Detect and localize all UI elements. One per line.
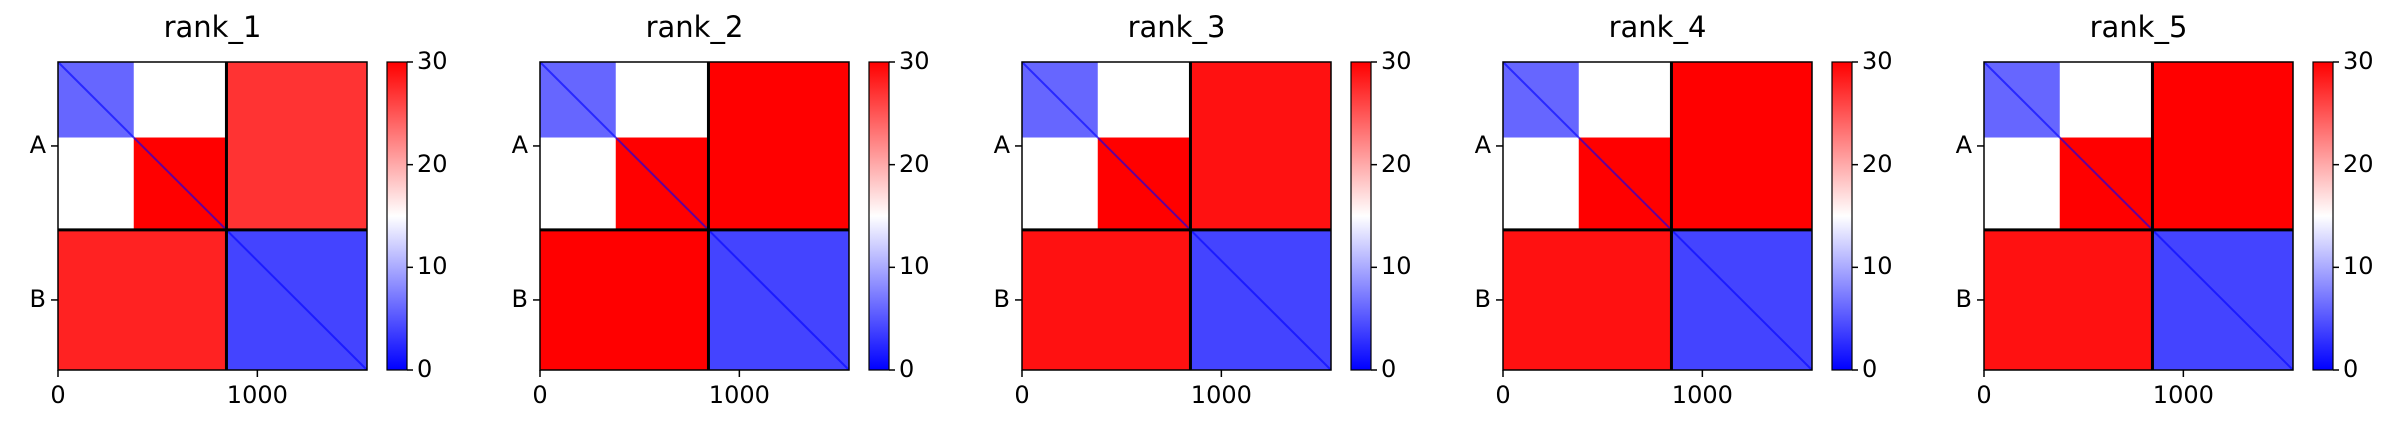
colorbar-tick-label: 10 bbox=[417, 252, 448, 281]
colorbar-tick-label: 20 bbox=[899, 149, 930, 178]
diagonal-line bbox=[539, 61, 850, 371]
colorbar bbox=[1831, 61, 1853, 371]
x-tick-label: 0 bbox=[1014, 381, 1030, 409]
x-tick-label: 0 bbox=[1976, 381, 1992, 409]
axes-frame bbox=[539, 61, 850, 371]
colorbar-tick-label: 30 bbox=[2343, 47, 2374, 75]
panel-title: rank_4 bbox=[1608, 10, 1707, 44]
colorbar bbox=[868, 61, 890, 371]
axes-frame bbox=[1983, 61, 2294, 371]
panel-title: rank_5 bbox=[2089, 10, 2188, 44]
diagonal-line bbox=[1983, 61, 2294, 371]
y-tick-label: B bbox=[1474, 284, 1491, 313]
colorbar bbox=[386, 61, 408, 371]
colorbar bbox=[2312, 61, 2334, 371]
axes-frame bbox=[1502, 61, 1813, 371]
heatmap-block-a-b bbox=[226, 62, 367, 230]
y-tick-label: B bbox=[29, 284, 46, 313]
colorbar-tick-label: 30 bbox=[417, 47, 448, 75]
y-tick-label: A bbox=[1955, 130, 1972, 159]
heatmap-block-a-b bbox=[1671, 62, 1812, 230]
x-tick-label: 0 bbox=[1495, 381, 1511, 409]
colorbar-tick-label: 20 bbox=[1862, 149, 1893, 178]
x-tick-label: 1000 bbox=[2152, 381, 2214, 409]
y-tick-label: A bbox=[993, 130, 1010, 159]
y-tick-label: A bbox=[511, 130, 528, 159]
panel-title: rank_3 bbox=[1127, 10, 1226, 44]
colorbar-tick-label: 30 bbox=[1381, 47, 1412, 75]
panel-title: rank_2 bbox=[645, 10, 744, 44]
y-tick-label: A bbox=[1474, 130, 1491, 159]
heatmap-block-b-a bbox=[1503, 229, 1672, 370]
heatmap-block-b-a bbox=[540, 229, 709, 370]
colorbar-tick-label: 30 bbox=[899, 47, 930, 75]
heatmap-block-b-a bbox=[1984, 229, 2153, 370]
axes-frame bbox=[1021, 61, 1332, 371]
colorbar-tick-label: 0 bbox=[899, 355, 915, 383]
heatmap-block-b-a bbox=[58, 229, 227, 370]
x-tick-label: 0 bbox=[50, 381, 66, 409]
y-tick-label: B bbox=[511, 284, 528, 313]
x-tick-label: 1000 bbox=[1190, 381, 1252, 409]
y-tick-label: A bbox=[29, 130, 46, 159]
colorbar-tick-label: 0 bbox=[417, 355, 433, 383]
colorbar bbox=[1350, 61, 1372, 371]
colorbar-tick-label: 20 bbox=[2343, 149, 2374, 178]
axes-frame bbox=[57, 61, 368, 371]
colorbar-tick-label: 10 bbox=[1862, 252, 1893, 281]
heatmap-block-b-a bbox=[1022, 229, 1191, 370]
diagonal-line bbox=[1502, 61, 1813, 371]
colorbar-tick-label: 10 bbox=[1381, 252, 1412, 281]
colorbar-tick-label: 10 bbox=[899, 252, 930, 281]
y-tick-label: B bbox=[993, 284, 1010, 313]
colorbar-tick-label: 0 bbox=[1381, 355, 1397, 383]
diagonal-line bbox=[1021, 61, 1332, 371]
colorbar-tick-label: 30 bbox=[1862, 47, 1893, 75]
colorbar-tick-label: 10 bbox=[2343, 252, 2374, 281]
x-tick-label: 0 bbox=[532, 381, 548, 409]
colorbar-tick-label: 20 bbox=[417, 149, 448, 178]
panel-title: rank_1 bbox=[163, 10, 262, 44]
colorbar-tick-label: 0 bbox=[2343, 355, 2359, 383]
colorbar-tick-label: 20 bbox=[1381, 149, 1412, 178]
heatmap-block-a-b bbox=[2152, 62, 2293, 230]
x-tick-label: 1000 bbox=[226, 381, 288, 409]
heatmap-block-a-b bbox=[708, 62, 849, 230]
colorbar-tick-label: 0 bbox=[1862, 355, 1878, 383]
y-tick-label: B bbox=[1955, 284, 1972, 313]
x-tick-label: 1000 bbox=[1671, 381, 1733, 409]
x-tick-label: 1000 bbox=[708, 381, 770, 409]
heatmap-block-a-b bbox=[1190, 62, 1331, 230]
diagonal-line bbox=[57, 61, 368, 371]
